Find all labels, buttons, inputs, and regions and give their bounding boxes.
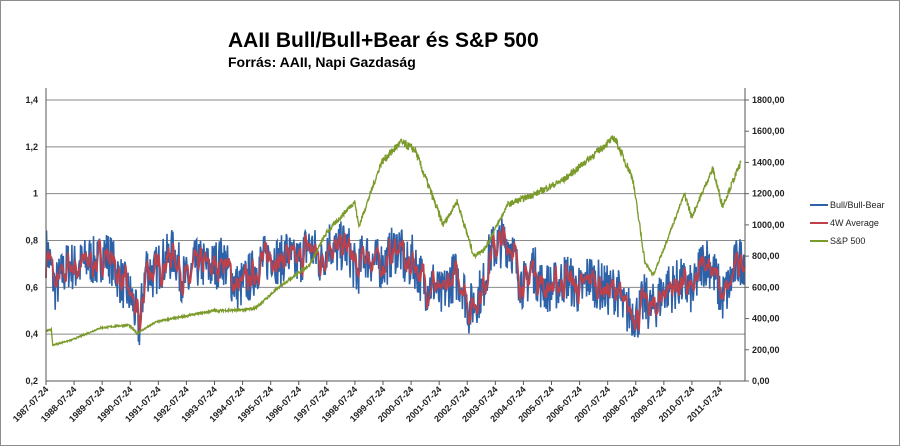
y-right-tick-label: 800,00 bbox=[752, 251, 780, 261]
legend-label: 4W Average bbox=[830, 218, 879, 228]
y-right-tick-label: 0,00 bbox=[752, 376, 770, 386]
y-left-tick-label: 1,2 bbox=[25, 142, 38, 152]
y-right-tick-label: 400,00 bbox=[752, 314, 780, 324]
y-right-tick-label: 200,00 bbox=[752, 345, 780, 355]
y-right-tick-label: 1200,00 bbox=[752, 189, 785, 199]
y-left-tick-label: 0,2 bbox=[25, 376, 38, 386]
y-right-tick-label: 1800,00 bbox=[752, 95, 785, 105]
y-right-tick-label: 600,00 bbox=[752, 282, 780, 292]
legend-label: Bull/Bull-Bear bbox=[830, 200, 885, 210]
chart-subtitle: Forrás: AAII, Napi Gazdaság bbox=[228, 54, 416, 70]
y-left-tick-label: 0,4 bbox=[25, 329, 38, 339]
y-right-tick-label: 1600,00 bbox=[752, 126, 785, 136]
y-left-tick-label: 1,4 bbox=[25, 95, 38, 105]
y-left-tick-label: 0,8 bbox=[25, 236, 38, 246]
y-right-tick-label: 1000,00 bbox=[752, 220, 785, 230]
legend-label: S&P 500 bbox=[830, 236, 865, 246]
y-left-tick-label: 1 bbox=[33, 189, 38, 199]
chart-title: AAII Bull/Bull+Bear és S&P 500 bbox=[228, 29, 539, 52]
series-sp500-line bbox=[45, 134, 742, 347]
series-4w-average-line bbox=[45, 226, 746, 333]
y-right-tick-label: 1400,00 bbox=[752, 157, 785, 167]
y-left-tick-label: 0,6 bbox=[25, 282, 38, 292]
